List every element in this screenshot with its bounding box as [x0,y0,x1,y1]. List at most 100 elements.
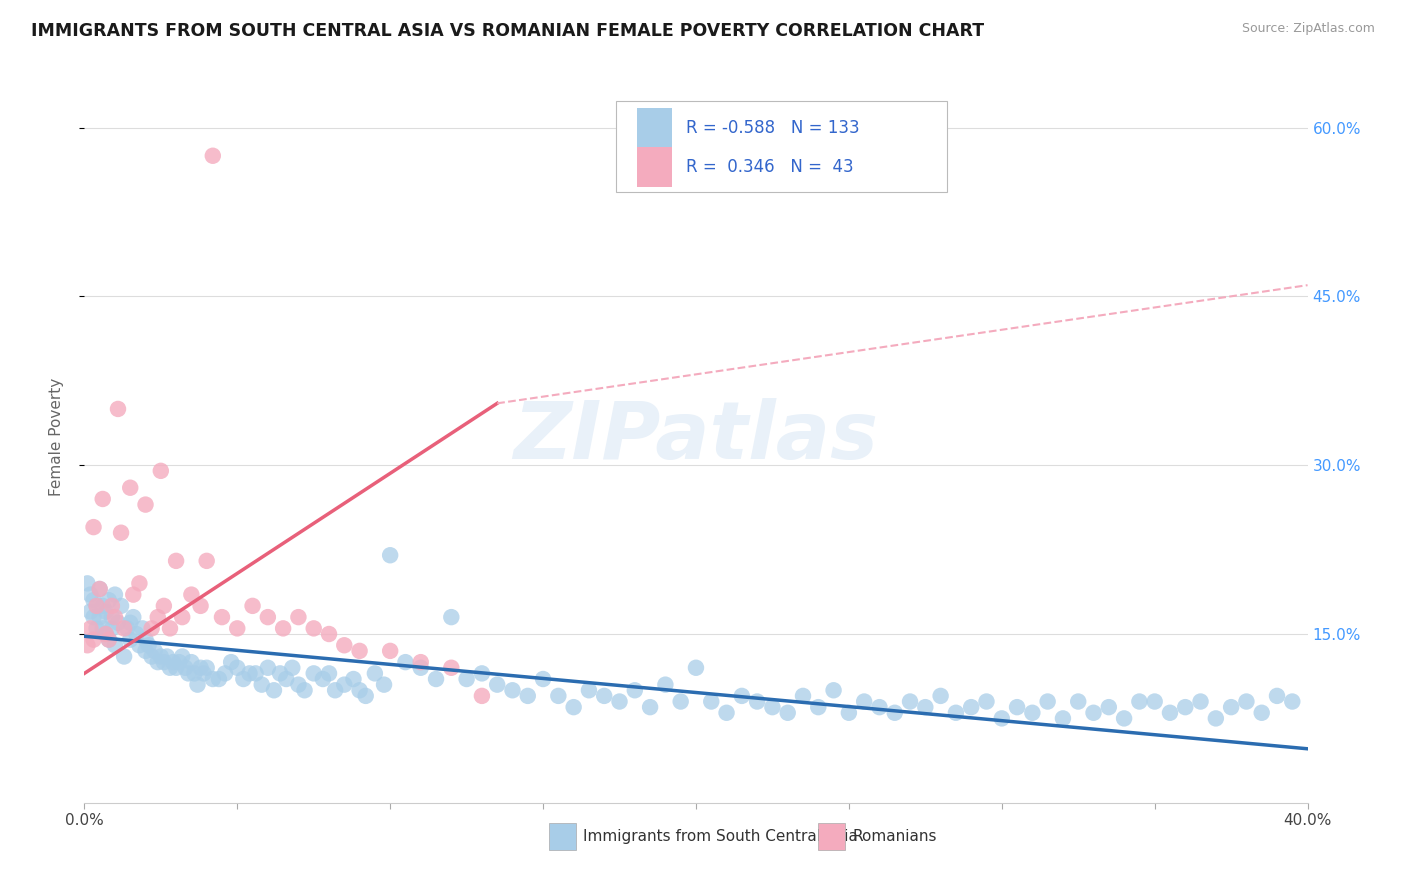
Point [991,711,1014,725]
Point [318,666,340,681]
Point [97,593,120,607]
Point [76,638,98,652]
Point [226,621,249,635]
Text: R = -0.588   N = 133: R = -0.588 N = 133 [686,119,860,136]
Point [1114,711,1136,725]
Point [86,621,108,635]
Point [1174,700,1197,714]
Point [76,576,98,591]
Point [945,706,967,720]
Point [823,683,845,698]
Point [853,694,876,708]
Point [394,655,416,669]
Point [425,672,447,686]
Point [104,588,127,602]
Point [141,621,163,635]
Point [86,599,108,613]
Point [79,605,101,619]
Point [91,621,114,635]
Point [287,678,309,692]
Point [685,661,707,675]
Point [79,588,101,602]
Point [578,683,600,698]
Point [547,689,569,703]
Point [776,706,799,720]
Point [190,661,212,675]
Point [135,498,157,512]
Point [101,599,124,613]
Point [122,588,145,602]
Point [440,661,463,675]
Point [883,706,905,720]
Point [1021,706,1043,720]
Point [593,689,616,703]
Point [94,605,117,619]
Point [624,683,647,698]
Point [323,683,346,698]
Point [471,666,494,681]
Point [914,700,936,714]
Point [747,694,769,708]
Point [156,649,179,664]
Point [898,694,921,708]
Point [731,689,754,703]
Point [1098,700,1121,714]
Point [167,655,190,669]
Point [516,689,538,703]
Point [869,700,891,714]
Point [83,632,105,647]
Point [172,649,194,664]
Point [364,666,387,681]
Point [531,672,554,686]
Point [638,700,661,714]
Point [807,700,830,714]
Point [976,694,998,708]
Point [1005,700,1028,714]
FancyBboxPatch shape [818,822,845,850]
Point [153,599,176,613]
Point [89,582,111,596]
Point [211,610,233,624]
Point [180,655,202,669]
Point [716,706,738,720]
Point [172,610,194,624]
Point [929,689,952,703]
Point [146,610,169,624]
Point [208,672,231,686]
Point [226,661,249,675]
Point [83,610,105,624]
Point [318,627,340,641]
Point [201,672,224,686]
Point [263,683,285,698]
Point [112,649,135,664]
FancyBboxPatch shape [637,108,672,148]
Point [242,599,264,613]
Point [79,621,101,635]
Point [135,644,157,658]
Point [342,672,364,686]
Point [281,661,304,675]
Point [146,655,169,669]
Point [153,655,176,669]
Point [94,627,117,641]
Point [165,661,187,675]
Point [195,554,218,568]
Point [1189,694,1212,708]
Point [269,666,291,681]
Point [245,666,267,681]
Point [91,599,114,613]
Point [486,678,509,692]
Point [1143,694,1166,708]
Point [1236,694,1258,708]
Point [94,627,117,641]
Point [110,599,132,613]
Point [257,661,280,675]
Point [1128,694,1150,708]
Point [128,638,150,652]
Point [312,672,335,686]
Point [195,661,218,675]
Point [609,694,631,708]
Point [1159,706,1181,720]
Point [190,599,212,613]
Point [440,610,463,624]
